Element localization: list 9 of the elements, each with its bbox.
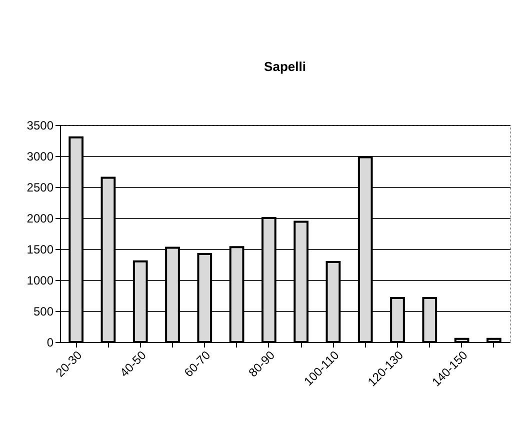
y-tick-label: 2500 xyxy=(26,180,54,194)
y-tick-label: 1000 xyxy=(26,274,54,288)
y-tick-label: 2000 xyxy=(26,212,54,226)
y-tick-label: 0 xyxy=(46,336,54,350)
y-tick-label: 3500 xyxy=(26,118,54,132)
y-tick-label: 500 xyxy=(33,304,54,318)
y-tick-label: 1500 xyxy=(26,242,54,256)
y-tick-label: 3000 xyxy=(26,150,54,164)
chart-title: Sapelli xyxy=(264,59,306,74)
